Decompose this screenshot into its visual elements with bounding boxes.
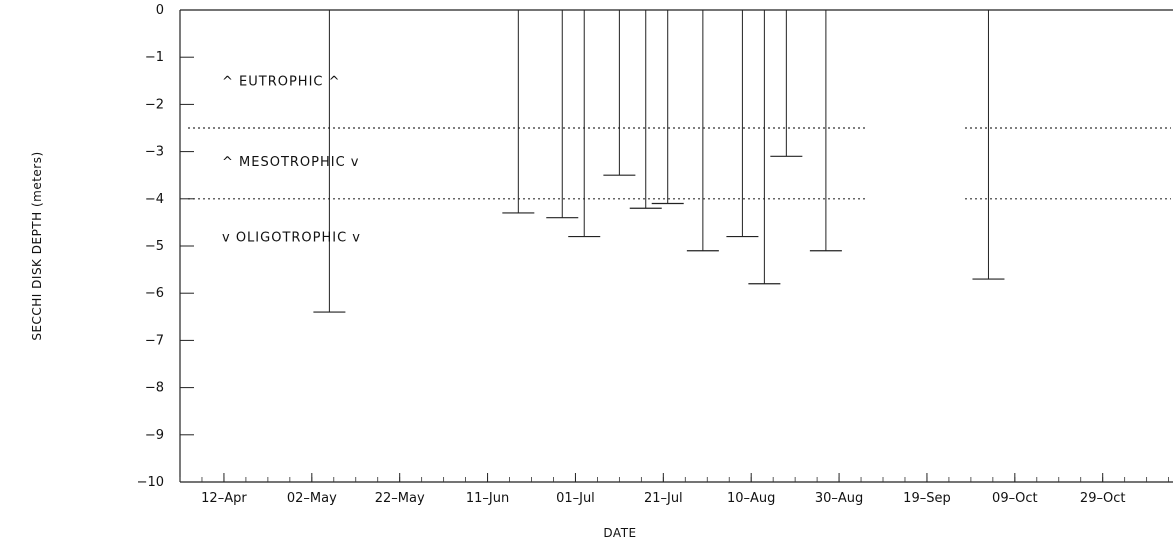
y-tick-label: −2 bbox=[145, 97, 164, 112]
y-tick-label: 0 bbox=[156, 3, 164, 18]
x-axis-title: DATE bbox=[603, 526, 636, 540]
y-tick-label: −4 bbox=[145, 192, 164, 207]
trophic-zone-label: v OLIGOTROPHIC v bbox=[222, 230, 361, 245]
x-tick-label: 09–Oct bbox=[992, 491, 1038, 506]
y-tick-label: −8 bbox=[145, 381, 164, 396]
x-tick-label: 10–Aug bbox=[727, 491, 775, 506]
y-tick-label: −5 bbox=[145, 239, 164, 254]
x-tick-label: 29–Oct bbox=[1080, 491, 1126, 506]
y-tick-label: −3 bbox=[145, 145, 164, 160]
y-tick-label: −10 bbox=[137, 475, 164, 490]
x-tick-label: 22–May bbox=[375, 491, 425, 506]
x-tick-label: 30–Aug bbox=[815, 491, 863, 506]
x-tick-label: 19–Sep bbox=[903, 491, 951, 506]
y-tick-label: −9 bbox=[145, 428, 164, 443]
y-tick-label: −7 bbox=[145, 333, 164, 348]
x-tick-label: 01–Jul bbox=[556, 491, 595, 506]
y-tick-label: −1 bbox=[145, 50, 164, 65]
x-tick-label: 02–May bbox=[287, 491, 337, 506]
x-tick-label: 11–Jun bbox=[466, 491, 509, 506]
x-tick-label: 12–Apr bbox=[201, 491, 247, 506]
x-tick-label: 21–Jul bbox=[644, 491, 683, 506]
axes: 0 −1 −2 −3 −4 −5 −6 −7 −8 −9 −10 12–Apr 02–May 22–May… bbox=[137, 3, 1173, 506]
y-tick-label: −6 bbox=[145, 286, 164, 301]
measurement-bars bbox=[313, 10, 1005, 313]
trophic-zone-label: ^ MESOTROPHIC v bbox=[222, 155, 360, 170]
trophic-boundary-lines bbox=[188, 127, 1171, 200]
trophic-zone-label: ^ EUTROPHIC ^ bbox=[222, 75, 341, 90]
y-axis-title: SECCHI DISK DEPTH (meters) bbox=[30, 151, 44, 340]
chart-labels: ^ EUTROPHIC ^ ^ MESOTROPHIC v v OLIGOTROPH… bbox=[30, 75, 636, 540]
